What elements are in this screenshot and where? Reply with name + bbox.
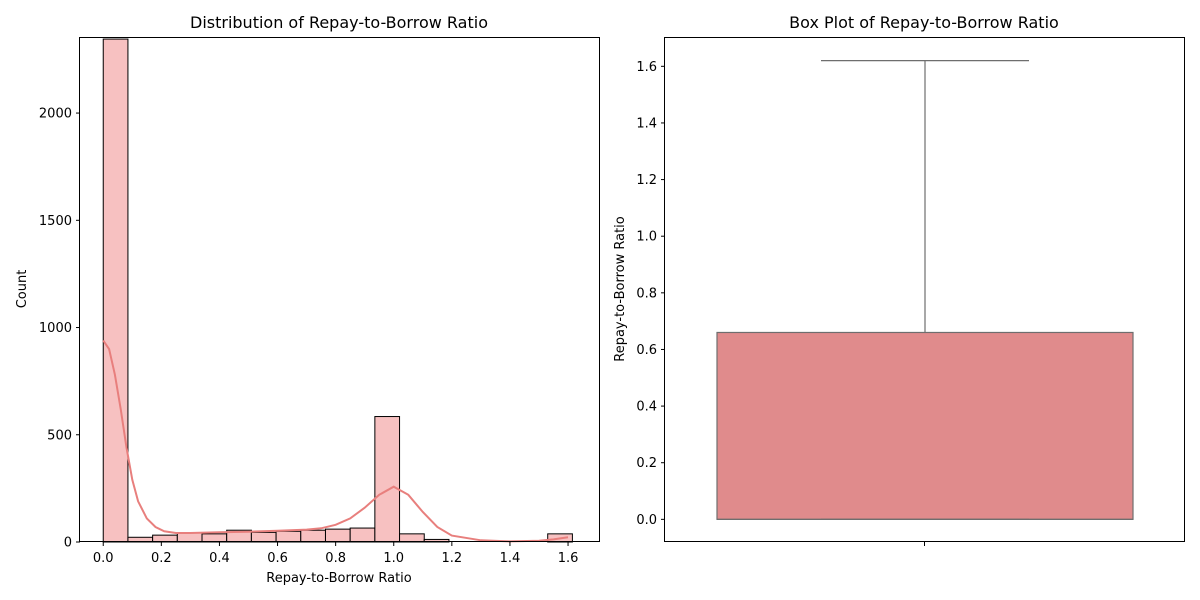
histogram-bars: [102, 38, 573, 543]
histogram-bar: [102, 38, 129, 543]
histogram-x-axis-label: Repay-to-Borrow Ratio: [266, 571, 412, 586]
histogram-bar: [349, 527, 376, 543]
boxplot-body: [716, 60, 1134, 520]
boxplot-y-tick-label: 0.0: [636, 513, 657, 528]
histogram-x-tick-label: 0.6: [267, 551, 288, 566]
boxplot-title: Box Plot of Repay-to-Borrow Ratio: [789, 13, 1059, 32]
histogram-x-tick-label: 1.6: [558, 551, 579, 566]
histogram-x-tick-label: 1.0: [383, 551, 404, 566]
histogram-y-tick-label: 2000: [39, 107, 72, 122]
histogram-bar: [399, 533, 425, 543]
histogram-y-axis-label: Count: [15, 270, 30, 309]
histogram-y-tick-label: 500: [47, 428, 72, 443]
boxplot-panel: Box Plot of Repay-to-Borrow Ratio 0.0 0.2…: [613, 13, 1185, 546]
boxplot-y-tick-label: 1.6: [636, 60, 657, 75]
kde-curve: [102, 339, 569, 543]
histogram-x-tick-label: 0.2: [151, 551, 172, 566]
histogram-title: Distribution of Repay-to-Borrow Ratio: [190, 13, 488, 32]
histogram-panel: Distribution of Repay-to-Borrow Ratio 0.…: [15, 13, 600, 586]
histogram-bar: [201, 533, 228, 543]
histogram-y-ticks: 0 500 1000 1500 2000: [39, 107, 80, 551]
histogram-x-ticks: 0.0 0.2 0.4 0.6 0.8 1.0 1.2 1.4 1.6: [93, 542, 578, 566]
histogram-bar: [250, 531, 277, 543]
histogram-y-tick-label: 1000: [39, 321, 72, 336]
boxplot-y-tick-label: 1.2: [636, 173, 657, 188]
boxplot-y-tick-label: 0.6: [636, 343, 657, 358]
histogram-y-tick-label: 1500: [39, 214, 72, 229]
boxplot-y-tick-label: 1.0: [636, 230, 657, 245]
boxplot-y-tick-label: 0.4: [636, 400, 657, 415]
histogram-bar: [324, 528, 351, 543]
boxplot-y-tick-label: 1.4: [636, 116, 657, 131]
boxplot-y-tick-label: 0.8: [636, 286, 657, 301]
histogram-bar: [300, 529, 326, 543]
histogram-x-tick-label: 1.4: [500, 551, 521, 566]
histogram-bar: [152, 534, 178, 543]
histogram-bar: [275, 530, 302, 543]
boxplot-y-ticks: 0.0 0.2 0.4 0.6 0.8 1.0 1.2 1.4 1.6: [636, 60, 665, 528]
boxplot-box: [716, 331, 1134, 520]
histogram-x-tick-label: 0.4: [209, 551, 230, 566]
boxplot-y-tick-label: 0.2: [636, 456, 657, 471]
boxplot-y-axis-label: Repay-to-Borrow Ratio: [613, 216, 628, 362]
histogram-bar: [374, 416, 401, 543]
histogram-y-tick-label: 0: [64, 536, 72, 551]
histogram-bar: [176, 532, 203, 543]
histogram-x-tick-label: 0.0: [93, 551, 114, 566]
histogram-x-tick-label: 0.8: [325, 551, 346, 566]
histogram-x-tick-label: 1.2: [441, 551, 462, 566]
histogram-axes-frame: [79, 37, 600, 542]
